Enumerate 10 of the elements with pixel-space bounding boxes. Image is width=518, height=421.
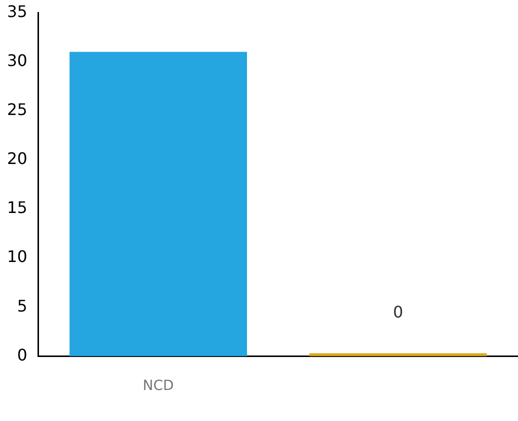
y-tick-label: 20: [7, 149, 28, 168]
y-tick-label: 15: [7, 198, 28, 218]
x-tick-label: NCD: [142, 378, 174, 394]
data-label: 0: [392, 302, 404, 322]
y-tick-label: 35: [7, 2, 28, 21]
y-tick-label: 5: [17, 296, 28, 316]
y-tick-label: 0: [17, 345, 28, 364]
y-tick-label: 30: [7, 50, 28, 70]
y-tick-label: 10: [7, 247, 28, 266]
y-tick-label: 25: [7, 100, 28, 119]
